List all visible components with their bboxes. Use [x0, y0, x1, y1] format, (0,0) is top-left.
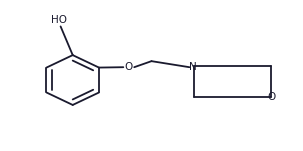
Text: O: O	[125, 62, 133, 72]
Text: N: N	[188, 62, 196, 72]
Text: O: O	[267, 92, 275, 102]
Text: HO: HO	[51, 15, 67, 25]
